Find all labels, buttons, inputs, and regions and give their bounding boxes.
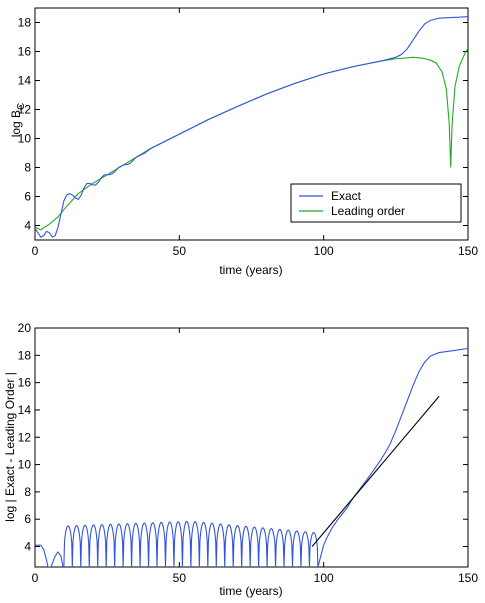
y-tick-label: 10 [18, 132, 32, 146]
top-chart-ylabel: log BC [9, 103, 27, 138]
y-tick-label: 20 [18, 321, 32, 335]
y-tick-label: 14 [18, 74, 32, 88]
legend-label: Leading order [331, 204, 405, 218]
legend-label: Exact [331, 189, 362, 203]
y-tick-label: 8 [24, 161, 31, 175]
x-tick-label: 50 [173, 244, 187, 258]
bottom-chart-ylabel: log | Exact - Leading Order | [3, 372, 17, 522]
y-tick-label: 16 [18, 376, 32, 390]
bottom-chart-series [35, 347, 468, 567]
y-tick-label: 12 [18, 103, 32, 117]
y-tick-label: 4 [24, 540, 31, 554]
bottom-chart: 0 50 100 150 4 6 8 10 12 14 16 18 20 time (years) lo… [3, 321, 478, 598]
bottom-chart-axes-frame [34, 327, 469, 568]
x-tick-label: 50 [173, 571, 187, 585]
bottom-chart-xlabel: time (years) [219, 584, 282, 598]
y-tick-label: 18 [18, 348, 32, 362]
y-tick-label: 12 [18, 430, 32, 444]
series-line-exact [35, 16, 468, 238]
x-tick-label: 150 [458, 571, 478, 585]
y-tick-label: 6 [24, 512, 31, 526]
top-chart-series [35, 16, 468, 238]
y-tick-label: 4 [24, 219, 31, 233]
x-tick-label: 0 [32, 244, 39, 258]
y-tick-label: 16 [18, 45, 32, 59]
series-line-difference [35, 347, 468, 567]
x-tick-label: 150 [458, 244, 478, 258]
y-tick-label: 10 [18, 458, 32, 472]
y-tick-label: 6 [24, 190, 31, 204]
bottom-chart-ticks: 0 50 100 150 4 6 8 10 12 14 16 18 20 [18, 321, 479, 585]
x-tick-label: 100 [314, 571, 334, 585]
y-tick-label: 14 [18, 403, 32, 417]
top-chart-ticks: 0 50 100 150 4 6 8 10 12 14 16 18 [18, 8, 478, 258]
series-line-linear-fit [311, 395, 440, 547]
legend-box [290, 183, 462, 223]
y-tick-label: 8 [24, 485, 31, 499]
y-tick-label: 18 [18, 16, 32, 30]
top-chart-xlabel: time (years) [219, 263, 282, 277]
x-tick-label: 100 [314, 244, 334, 258]
x-tick-label: 0 [32, 571, 39, 585]
top-chart-axes-frame [34, 7, 469, 241]
